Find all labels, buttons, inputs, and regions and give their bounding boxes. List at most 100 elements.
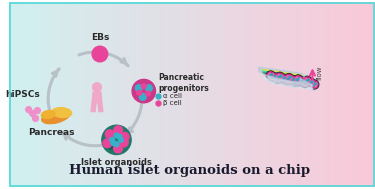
Bar: [82, 2, 86, 187]
Bar: [41, 2, 44, 187]
Polygon shape: [270, 74, 278, 76]
Bar: [148, 2, 152, 187]
Circle shape: [302, 80, 304, 81]
Bar: [270, 2, 273, 187]
Bar: [141, 2, 144, 187]
Circle shape: [288, 76, 297, 84]
Circle shape: [308, 79, 310, 81]
Circle shape: [276, 72, 284, 81]
Bar: [46, 2, 49, 187]
Polygon shape: [91, 103, 96, 112]
Bar: [129, 2, 132, 187]
Circle shape: [283, 79, 286, 81]
Ellipse shape: [41, 111, 55, 119]
Circle shape: [275, 75, 277, 78]
Text: EBs: EBs: [91, 33, 109, 42]
Circle shape: [272, 75, 274, 77]
Circle shape: [114, 126, 123, 135]
Bar: [28, 2, 32, 187]
Bar: [134, 2, 137, 187]
Circle shape: [292, 77, 300, 86]
Bar: [365, 2, 369, 187]
Circle shape: [283, 76, 291, 85]
Polygon shape: [259, 67, 302, 78]
Circle shape: [304, 80, 307, 83]
Circle shape: [305, 78, 308, 81]
Bar: [204, 2, 208, 187]
Circle shape: [271, 74, 273, 75]
Bar: [219, 2, 222, 187]
Bar: [321, 2, 325, 187]
Circle shape: [308, 80, 318, 90]
Circle shape: [315, 83, 317, 85]
Polygon shape: [294, 76, 302, 78]
Bar: [21, 2, 25, 187]
Bar: [299, 2, 303, 187]
Bar: [234, 2, 237, 187]
Bar: [97, 2, 100, 187]
Bar: [294, 2, 298, 187]
Bar: [251, 2, 254, 187]
Bar: [75, 2, 78, 187]
Bar: [360, 2, 364, 187]
Circle shape: [135, 85, 142, 92]
Polygon shape: [262, 71, 312, 83]
Circle shape: [271, 75, 273, 78]
Bar: [24, 2, 27, 187]
Bar: [258, 2, 261, 187]
Bar: [99, 2, 103, 187]
Polygon shape: [285, 74, 293, 77]
Circle shape: [280, 78, 283, 81]
Bar: [65, 2, 69, 187]
Circle shape: [105, 130, 114, 139]
Circle shape: [284, 77, 285, 79]
Circle shape: [314, 85, 316, 87]
Bar: [156, 2, 159, 187]
Circle shape: [280, 77, 282, 79]
Circle shape: [141, 84, 146, 89]
Bar: [341, 2, 344, 187]
Bar: [63, 2, 66, 187]
Bar: [290, 2, 293, 187]
Polygon shape: [262, 73, 274, 84]
Circle shape: [303, 76, 312, 85]
Bar: [107, 2, 110, 187]
Bar: [207, 2, 210, 187]
Bar: [197, 2, 200, 187]
Circle shape: [288, 79, 290, 81]
Circle shape: [114, 144, 122, 153]
Bar: [14, 2, 18, 187]
Circle shape: [308, 82, 310, 84]
Circle shape: [286, 78, 288, 80]
Circle shape: [93, 83, 101, 92]
Bar: [314, 2, 318, 187]
Circle shape: [305, 81, 307, 83]
Circle shape: [274, 76, 282, 83]
Bar: [51, 2, 54, 187]
Polygon shape: [259, 67, 315, 81]
Text: β cell: β cell: [163, 100, 182, 106]
Bar: [80, 2, 83, 187]
Circle shape: [114, 133, 119, 138]
Circle shape: [285, 74, 293, 82]
Circle shape: [276, 77, 278, 79]
Bar: [351, 2, 354, 187]
Bar: [263, 2, 266, 187]
Circle shape: [305, 83, 308, 86]
Bar: [168, 2, 171, 187]
Circle shape: [33, 115, 39, 121]
Circle shape: [34, 108, 40, 114]
Bar: [36, 2, 39, 187]
Circle shape: [297, 80, 299, 82]
Text: flow: flow: [316, 66, 322, 81]
Polygon shape: [92, 92, 102, 103]
Circle shape: [309, 80, 311, 83]
Bar: [275, 2, 278, 187]
Bar: [200, 2, 203, 187]
Circle shape: [289, 78, 291, 81]
Bar: [12, 2, 15, 187]
Bar: [224, 2, 227, 187]
Bar: [185, 2, 188, 187]
Bar: [143, 2, 147, 187]
Bar: [328, 2, 332, 187]
